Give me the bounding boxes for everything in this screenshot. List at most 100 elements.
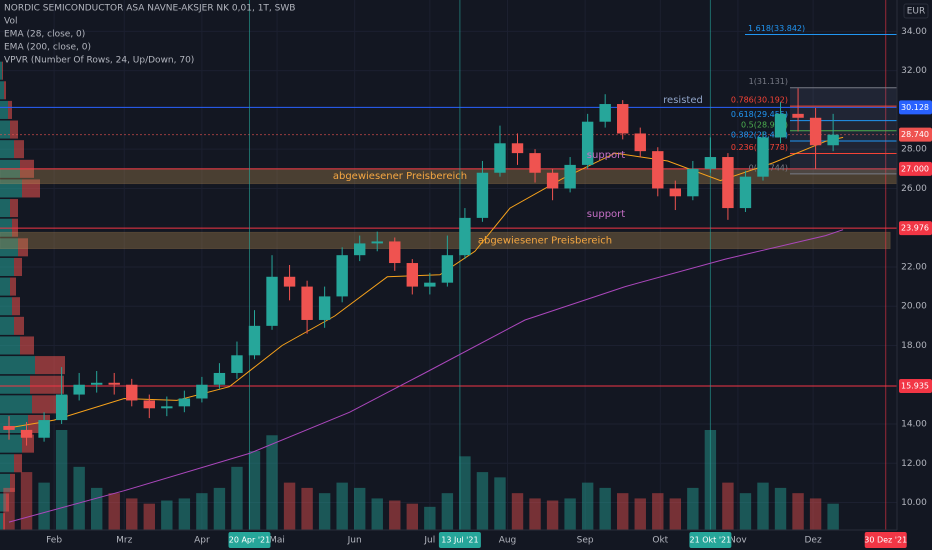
volume-bar [90,487,103,530]
volume-bar [231,466,243,530]
legend-entry: EMA (28, close, 0) [4,30,85,40]
vpvr-up [0,493,6,512]
candle-body [529,153,541,173]
candle-body [546,172,559,189]
volume-bar [178,498,191,530]
zone [0,231,891,250]
volume-bar [669,498,682,530]
candle-body [476,172,489,218]
candle-body [827,134,839,146]
vpvr-down [8,100,12,119]
volume-bar [704,430,717,530]
volume-bar [634,498,646,530]
candle-body [406,263,419,287]
vpvr-up [0,199,10,218]
volume-bar [20,472,33,530]
candle-body [266,276,278,326]
volume-bar [126,498,138,530]
volume-bar [581,482,594,530]
price-badge-label: 28.740 [901,130,929,139]
currency-box[interactable] [903,3,929,19]
volume-bar [266,435,278,530]
volume-bar [389,500,401,530]
volume-bar [73,466,85,530]
volume-bar [687,487,699,530]
marker-badge [228,532,271,548]
x-tick-label: Feb [46,536,62,546]
vpvr-up [0,257,14,276]
y-tick-label: 12.00 [901,459,927,469]
vpvr-down [14,257,22,276]
price-badge-label: 15.935 [901,382,929,391]
candle-body [424,282,436,287]
volume-bar [546,500,559,530]
volume-bar [108,493,120,530]
marker-badge [438,532,481,548]
vpvr-up [0,336,20,355]
volume-bar [599,487,611,530]
vpvr-up [0,513,3,532]
volume-bar [739,493,752,530]
volume-bar [283,482,296,530]
volume-bar [318,493,331,530]
vpvr-down [2,61,3,80]
plot: abgewiesener Preisbereich abgewiesener Pr… [0,0,898,532]
vpvr-down [14,140,24,159]
candle-body [143,400,155,409]
candle-body [354,243,366,256]
price-axis [897,0,932,550]
volume-bar [757,482,769,530]
fib-label: 0.382(28.420) [731,130,788,139]
vpvr-up [0,277,10,296]
x-tick-label: Nov [729,536,747,546]
volume-bar [336,482,348,530]
price-badge-label: 23.976 [901,224,929,233]
candle-body [599,104,611,122]
volume-bar [38,482,50,530]
x-tick-label: Okt [652,536,668,546]
candle-body [704,157,717,169]
vpvr-up [0,179,22,198]
volume-bar [424,506,436,530]
candle-body [722,157,734,209]
candle-body [652,151,664,189]
volume-bar [441,493,454,530]
vpvr-down [12,297,20,316]
candle-body [617,104,629,134]
volume-bar [196,493,208,530]
candle-body [248,325,261,356]
legend-entry: VPVR (Number Of Rows, 24, Up/Down, 70) [4,56,194,66]
y-tick-label: 32.00 [901,66,927,76]
x-tick-label: Mai [269,536,285,546]
vpvr-up [0,356,35,375]
volume-bar [371,498,383,530]
vpvr-up [0,375,30,394]
price-badge-label: 30.128 [901,103,929,112]
grid [0,0,897,530]
candle-body [459,217,471,256]
volume-bar [406,503,419,530]
y-tick-label: 22.00 [901,262,927,272]
price-badge [899,127,932,142]
candle-body [20,429,33,438]
candle-body [739,176,752,209]
x-tick-label: Jul [423,536,435,546]
marker-label: 21 Okt '21 [690,536,732,545]
vpvr-up [0,395,32,414]
vpvr-down [4,81,6,100]
vpvr-down [10,120,18,139]
y-tick-label: 10.00 [901,498,927,508]
candle-body [581,121,594,165]
volume-bar [792,493,804,530]
price-badge [899,221,932,236]
volume-bar [529,498,541,530]
price-badge [899,161,932,176]
volume-bar [143,503,155,530]
volume-bar [248,451,261,530]
y-tick-label: 18.00 [901,341,927,351]
vpvr-up [0,120,10,139]
volume-bar [511,493,524,530]
candle-body [774,113,787,138]
